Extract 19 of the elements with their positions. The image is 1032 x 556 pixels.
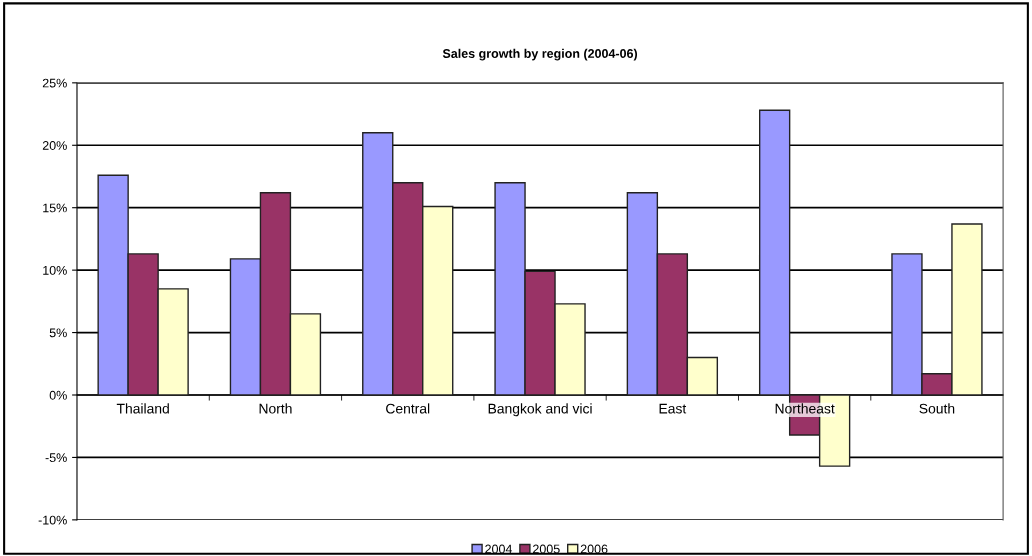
y-tick-label: 5% [49,328,67,338]
y-tick-label: 25% [42,78,67,88]
y-tick-label: 15% [43,203,67,213]
y-tick-label: -5% [45,453,67,463]
x-tick-label: Thailand [116,403,169,414]
x-tick-label: Central [386,403,430,414]
x-tick-label: Northeast [775,403,835,414]
x-tick-label: North [259,403,292,414]
y-tick-label: 20% [42,141,67,150]
x-tick-label: Bangkok and vici [488,403,592,417]
chart-title: Sales growth by region (2004-06) [442,48,638,61]
y-tick-label: 0% [49,390,67,400]
x-tick-label: East [659,403,687,414]
legend-label: 2004 [485,544,513,554]
x-tick-label: South [919,403,955,414]
y-tick-label: -10% [38,515,67,525]
legend-label: 2006 [580,544,608,554]
y-tick-label: 10% [43,265,67,275]
legend-label: 2005 [533,544,560,554]
